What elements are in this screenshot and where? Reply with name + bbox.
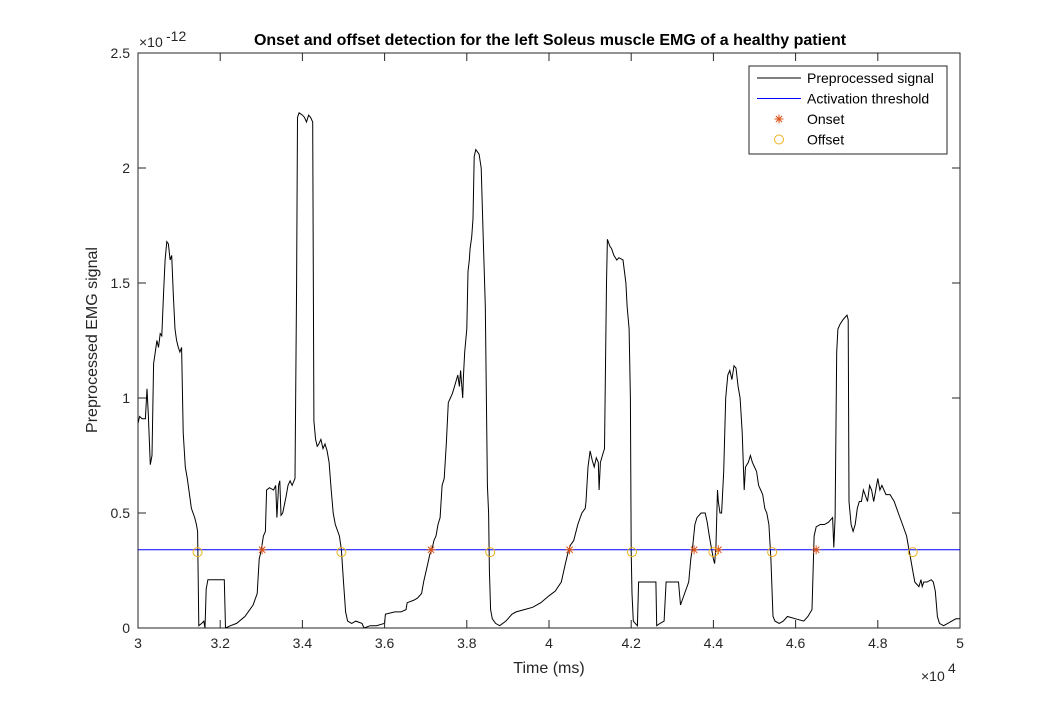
legend-item: Preprocessed signal [757, 70, 934, 86]
legend-label: Preprocessed signal [807, 70, 934, 86]
y-exponent-power: -12 [166, 28, 186, 44]
y-tick-label: 1.5 [111, 275, 131, 291]
x-tick-label: 4.4 [704, 635, 724, 651]
legend-box [748, 65, 948, 155]
legend-label: Onset [807, 111, 844, 127]
legend-item: Offset [774, 132, 844, 148]
y-tick-label: 2 [122, 160, 130, 176]
x-tick-label: 4.2 [621, 635, 641, 651]
onset-marker [257, 545, 267, 555]
series-layer [138, 112, 960, 628]
onset-marker [565, 545, 575, 555]
x-tick-label: 3 [134, 635, 142, 651]
offset-marker [708, 547, 719, 558]
y-tick-label: 0.5 [111, 505, 131, 521]
y-axis-label: Preprocessed EMG signal [84, 247, 101, 433]
y-tick-label: 0 [122, 620, 130, 636]
offset-marker [767, 547, 778, 558]
onset-marker [426, 545, 436, 555]
offset-marker [336, 547, 347, 558]
x-tick-label: 3.2 [210, 635, 230, 651]
onset-marker [811, 545, 821, 555]
x-axis-ticks: 3 3.2 3.4 3.6 3.8 4 4.2 4.4 4.6 4.8 5 [134, 53, 964, 651]
x-tick-label: 3.4 [293, 635, 313, 651]
offset-marker [485, 547, 496, 558]
offset-marker [907, 547, 918, 558]
chart-title: Onset and offset detection for the left … [254, 32, 847, 49]
x-tick-label: 4.8 [868, 635, 888, 651]
x-exponent: ×10 4 [921, 660, 956, 684]
x-tick-label: 3.8 [457, 635, 477, 651]
x-tick-label: 5 [956, 635, 964, 651]
x-exponent-power: 4 [948, 660, 956, 676]
x-tick-label: 4 [545, 635, 553, 651]
y-exponent-prefix: ×10 [139, 34, 163, 50]
y-axis-ticks: 0 0.5 1 1.5 2 2.5 [111, 45, 960, 636]
x-tick-label: 4.6 [786, 635, 806, 651]
x-tick-label: 3.6 [375, 635, 395, 651]
legend-swatch [774, 134, 784, 145]
x-exponent-prefix: ×10 [921, 668, 945, 684]
offset-marker [627, 547, 638, 558]
legend-label: Activation threshold [807, 91, 929, 107]
y-tick-label: 1 [122, 390, 130, 406]
marker-layer [192, 545, 918, 558]
offset-marker [192, 547, 203, 558]
onset-marker [689, 545, 699, 555]
legend-swatch [774, 114, 784, 124]
legend-label: Offset [807, 132, 844, 148]
y-exponent: ×10 -12 [139, 28, 186, 50]
signal-line [138, 112, 960, 628]
legend: Preprocessed signal Activation threshold O… [748, 65, 948, 155]
legend-item: Activation threshold [757, 91, 929, 107]
legend-item: Onset [774, 111, 844, 127]
y-tick-label: 2.5 [111, 45, 131, 61]
x-axis-label: Time (ms) [513, 660, 584, 677]
